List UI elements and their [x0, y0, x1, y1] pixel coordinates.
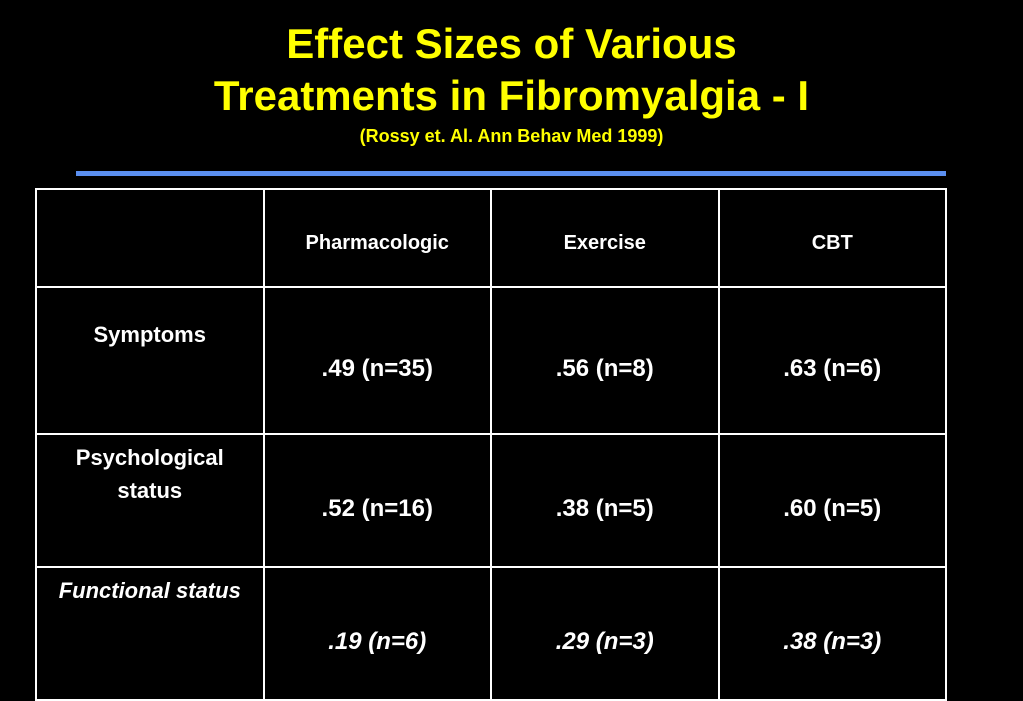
- row-label: Psychological status: [35, 433, 265, 568]
- column-header: Exercise: [490, 188, 720, 288]
- cell: .63 (n=6): [717, 286, 947, 435]
- divider: [76, 171, 946, 176]
- row: Symptoms .49 (n=35) .56 (n=8) .63 (n=6): [35, 286, 947, 435]
- cell: .19 (n=6): [262, 566, 492, 701]
- cell: .60 (n=5): [717, 433, 947, 568]
- title-line: Treatments in Fibromyalgia - I: [213, 72, 810, 119]
- cell: .56 (n=8): [490, 286, 720, 435]
- cell: .29 (n=3): [490, 566, 720, 701]
- header-row: Pharmacologic Exercise CBT: [35, 188, 947, 288]
- row: Functional status .19 (n=6) .29 (n=3) .3…: [35, 566, 947, 701]
- row-label: Symptoms: [35, 286, 265, 435]
- cell: .52 (n=16): [262, 433, 492, 568]
- row: Psychological status .52 (n=16) .38 (n=5…: [35, 433, 947, 568]
- effect-size-table: Pharmacologic Exercise CBT Symptoms .49 …: [35, 188, 947, 701]
- corner-cell: [35, 188, 265, 288]
- row-label: Functional status: [35, 566, 265, 701]
- slide: Effect Sizes of Various Treatments in Fi…: [35, 20, 947, 701]
- title-line: Effect Sizes of Various: [286, 20, 737, 67]
- column-header: Pharmacologic: [262, 188, 492, 288]
- cell: .38 (n=3): [717, 566, 947, 701]
- subtitle: (Rossy et. Al. Ann Behav Med 1999): [359, 126, 664, 146]
- cell: .38 (n=5): [490, 433, 720, 568]
- column-header: CBT: [717, 188, 947, 288]
- cell: .49 (n=35): [262, 286, 492, 435]
